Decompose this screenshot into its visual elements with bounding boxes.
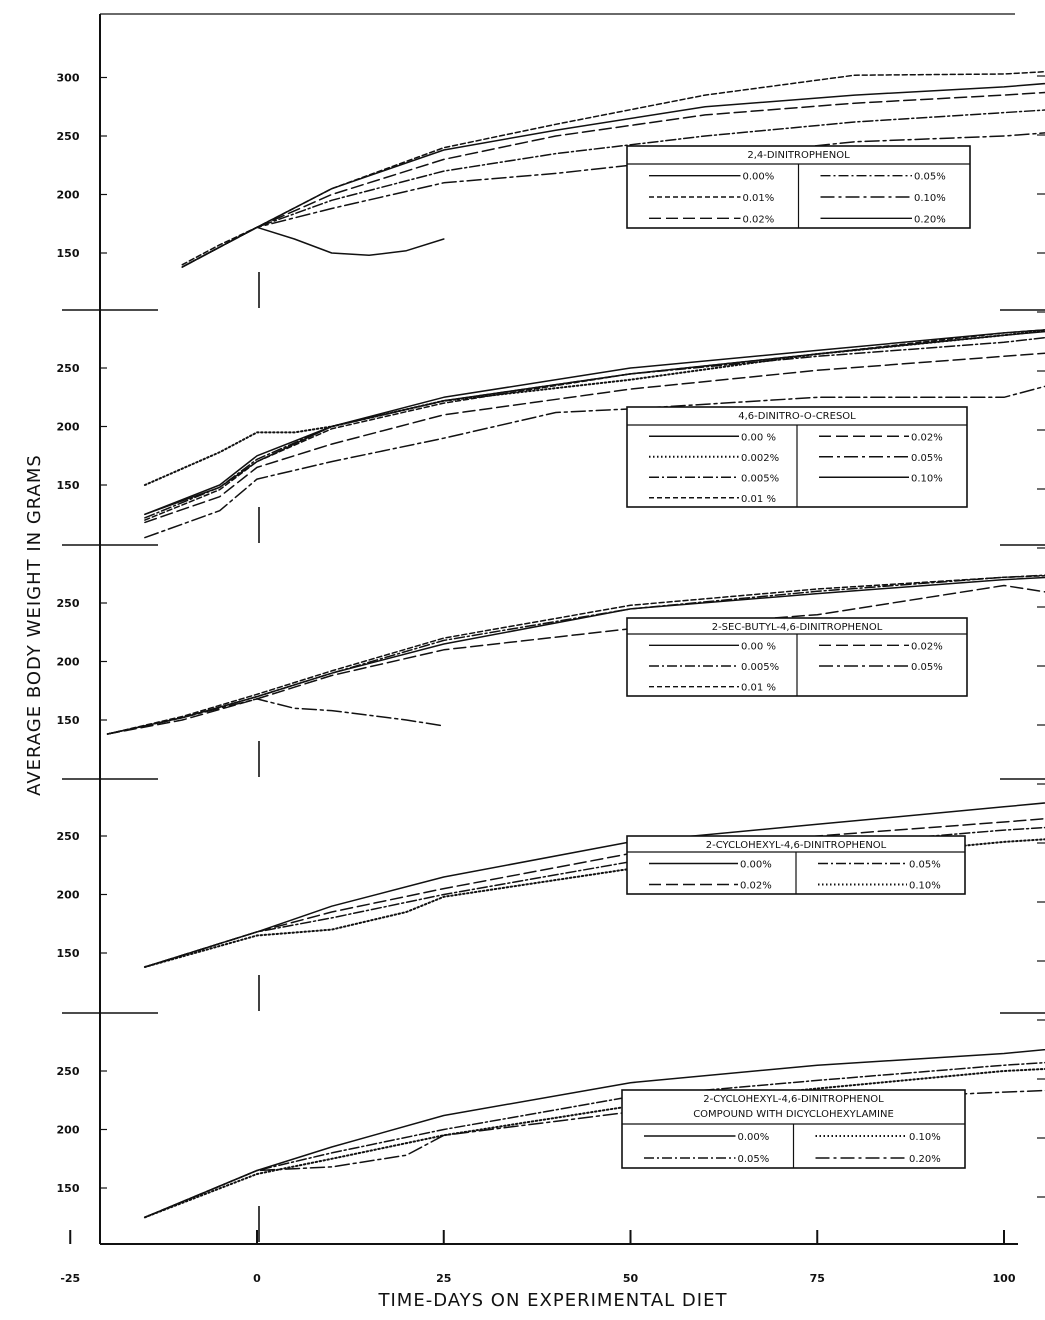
x-tick-label: 25: [436, 1272, 451, 1285]
series-line-2-6: [144, 385, 1045, 539]
legend-label: 0.00%: [743, 172, 775, 183]
series-line-2-1: [144, 329, 1045, 516]
series-line-3-5: [106, 698, 445, 735]
legend-label: 0.01 %: [741, 683, 776, 694]
series-line-2-7: [144, 330, 1045, 516]
legend-label: 0.02%: [911, 432, 943, 443]
legend-label: 0.05%: [911, 662, 943, 673]
legend-label: 0.10%: [909, 1132, 941, 1143]
x-tick-label: 0: [253, 1272, 261, 1285]
chart-frame: [62, 13, 1045, 1245]
legend-label: 0.00 %: [741, 641, 776, 652]
legend-title: COMPOUND WITH DICYCLOHEXYLAMINE: [693, 1109, 894, 1120]
legend-title: 4,6-DINITRO-O-CRESOL: [738, 411, 856, 422]
legend: 2,4-DINITROPHENOL 0.00% 0.01% 0.02% 0.05% 0.1…: [626, 145, 971, 229]
legend-label: 0.10%: [914, 193, 946, 204]
legend-label: 0.002%: [741, 453, 779, 464]
legend-label: 0.00%: [740, 860, 772, 871]
legend-label: 0.02%: [911, 641, 943, 652]
series-line-5-3: [143, 1067, 1045, 1219]
y-tick-label: 150: [57, 714, 80, 727]
legend-label: 0.01 %: [741, 494, 776, 505]
series-line-2-2: [143, 329, 1045, 486]
y-tick-label: 250: [57, 830, 80, 843]
panel-5: 150 200 250 2-CYCLOHEXYL-4,6-DINITROPHENOL C…: [57, 1048, 1045, 1242]
chart-panels: 150 200 250 300 2,4-DINITROPHENOL 0.00% 0.01% 0…: [57, 70, 1045, 1242]
series-line-5-1: [144, 1048, 1045, 1219]
y-tick-label: 200: [57, 189, 80, 202]
legend-label: 0.10%: [909, 881, 941, 892]
y-tick-label: 250: [57, 597, 80, 610]
legend-title: 2-CYCLOHEXYL-4,6-DINITROPHENOL: [706, 840, 887, 851]
legend-label: 0.00%: [738, 1132, 770, 1143]
legend: 2-CYCLOHEXYL-4,6-DINITROPHENOL COMPOUND W…: [621, 1089, 966, 1169]
x-axis: -250255075100125150175200: [60, 1230, 1016, 1285]
y-tick-label: 200: [57, 889, 80, 902]
legend-label: 0.005%: [741, 662, 779, 673]
legend-label: 0.20%: [909, 1154, 941, 1165]
legend: 4,6-DINITRO-O-CRESOL 0.00 % 0.002% 0.005% 0.…: [626, 406, 968, 508]
series-line-4-1: [144, 802, 1045, 968]
y-tick-label: 250: [57, 362, 80, 375]
series-line-1-6: [181, 226, 445, 268]
x-tick-label: 75: [810, 1272, 825, 1285]
y-tick-label: 250: [57, 1065, 80, 1078]
legend-label: 0.05%: [909, 860, 941, 871]
legend-label: 0.01%: [743, 193, 775, 204]
legend-label: 0.05%: [738, 1154, 770, 1165]
y-tick-label: 200: [57, 421, 80, 434]
legend-label: 0.10%: [911, 473, 943, 484]
y-tick-label: 200: [57, 656, 80, 669]
y-tick-label: 150: [57, 247, 80, 260]
series-line-3-2: [106, 574, 1045, 735]
panel-4: 150 200 250 2-CYCLOHEXYL-4,6-DINITROPHENOL 0…: [57, 802, 1045, 1011]
legend-label: 0.05%: [914, 172, 946, 183]
y-tick-label: 250: [57, 130, 80, 143]
x-tick-label: 50: [623, 1272, 639, 1285]
legend-title: 2-SEC-BUTYL-4,6-DINITROPHENOL: [712, 622, 883, 633]
legend-label: 0.005%: [741, 473, 779, 484]
legend-label: 0.02%: [740, 881, 772, 892]
legend: 2-SEC-BUTYL-4,6-DINITROPHENOL 0.00 % 0.005…: [626, 617, 968, 697]
panel-2: 150 200 250 4,6-DINITRO-O-CRESOL 0.00 % 0.002…: [57, 329, 1045, 543]
y-tick-label: 150: [57, 947, 80, 960]
series-line-2-5: [144, 352, 1045, 524]
series-line-5-2: [144, 1061, 1045, 1219]
y-tick-label: 300: [57, 72, 80, 85]
panel-3: 150 200 250 2-SEC-BUTYL-4,6-DINITROPHENOL 0.…: [57, 574, 1045, 777]
x-axis-title: TIME-DAYS ON EXPERIMENTAL DIET: [378, 1290, 728, 1311]
legend-label: 0.00 %: [741, 432, 776, 443]
legend-label: 0.02%: [743, 214, 775, 225]
x-tick-label: 100: [993, 1272, 1016, 1285]
legend: 2-CYCLOHEXYL-4,6-DINITROPHENOL 0.00% 0.02%…: [626, 835, 966, 895]
legend-title: 2-CYCLOHEXYL-4,6-DINITROPHENOL: [703, 1094, 884, 1105]
series-line-3-3: [106, 574, 1045, 735]
y-tick-label: 150: [57, 1182, 80, 1195]
panel-1: 150 200 250 300 2,4-DINITROPHENOL 0.00% 0.01% 0…: [57, 70, 1045, 308]
y-tick-label: 200: [57, 1124, 80, 1137]
legend-label: 0.05%: [911, 453, 943, 464]
legend-title: 2,4-DINITROPHENOL: [747, 150, 850, 161]
y-tick-label: 150: [57, 479, 80, 492]
legend-label: 0.20%: [914, 214, 946, 225]
y-axis-title: AVERAGE BODY WEIGHT IN GRAMS: [24, 454, 45, 796]
x-tick-label: -25: [60, 1272, 80, 1285]
